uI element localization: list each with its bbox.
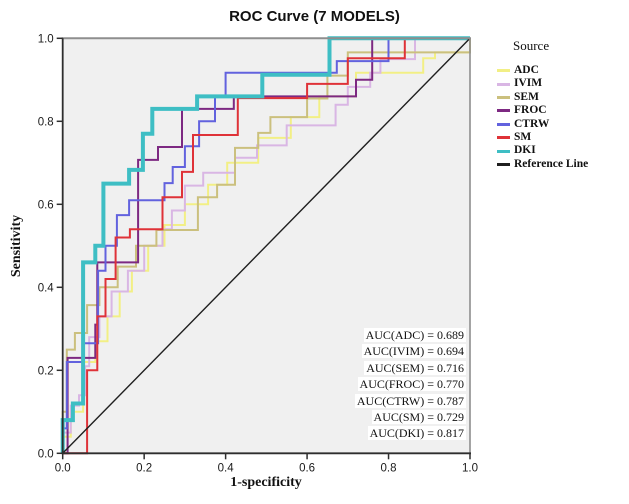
legend-item-sem: SEM [497, 91, 627, 104]
legend-label-ivim: IVIM [514, 77, 543, 90]
legend-item-froc: FROC [497, 104, 627, 117]
y-tick-label: 0.8 [38, 116, 54, 128]
legend-label-sm: SM [514, 130, 532, 143]
auc-annotations: AUC(ADC) = 0.689 AUC(IVIM) = 0.694 AUC(S… [316, 327, 466, 442]
legend-label-adc: ADC [514, 64, 539, 76]
legend-label-froc: FROC [514, 104, 547, 117]
y-tick-label: 0.4 [38, 282, 55, 294]
roc-curve-froc [62, 37, 470, 455]
legend: Source ADC IVIM SEM FROC CTRW SM DKI [497, 38, 627, 171]
auc-value-dki: AUC(DKI) = 0.817 [367, 426, 466, 441]
x-axis-title: 1-specificity [230, 475, 302, 490]
y-tick-label: 0.6 [38, 199, 54, 211]
y-axis-title: Sensitivity [9, 214, 24, 278]
legend-label-ctrw: CTRW [514, 117, 550, 130]
auc-value-adc: AUC(ADC) = 0.689 [363, 328, 466, 342]
legend-item-sm: SM [497, 131, 627, 144]
legend-swatch-adc [497, 69, 510, 73]
y-tick-label: 0.0 [38, 448, 54, 460]
roc-curve-sm [62, 37, 470, 455]
y-tick-label: 1.0 [38, 33, 54, 45]
legend-swatch-reference-line [497, 162, 510, 166]
reference-line [62, 37, 471, 454]
legend-swatch-dki [497, 149, 510, 153]
legend-label-sem: SEM [514, 90, 539, 103]
legend-item-reference-line: Reference Line [497, 158, 627, 171]
legend-swatch-sm [497, 136, 510, 140]
auc-value-sm: AUC(SM) = 0.729 [371, 410, 466, 425]
legend-label-dki: DKI [514, 144, 536, 157]
auc-value-froc: AUC(FROC) = 0.770 [357, 377, 466, 392]
legend-label-reference-line: Reference Line [514, 157, 589, 170]
x-tick-label: 1.0 [462, 462, 478, 474]
x-tick-label: 0.8 [381, 462, 397, 474]
x-tick-label: 0.2 [136, 462, 152, 474]
x-tick-label: 0.0 [55, 462, 71, 474]
roc-curve-sem [61, 38, 471, 454]
legend-item-ctrw: CTRW [497, 118, 627, 131]
legend-title: Source [513, 38, 550, 53]
legend-item-adc: ADC [497, 64, 627, 77]
x-tick-label: 0.4 [218, 462, 235, 474]
legend-swatch-ctrw [497, 122, 510, 126]
legend-swatch-sem [497, 95, 510, 99]
legend-swatch-ivim [497, 82, 510, 86]
y-tick-label: 0.2 [38, 365, 54, 377]
chart-title: ROC Curve (7 MODELS) [229, 8, 400, 25]
legend-item-ivim: IVIM [497, 77, 627, 90]
auc-value-ivim: AUC(IVIM) = 0.694 [361, 344, 466, 359]
legend-swatch-froc [497, 109, 510, 113]
x-tick-label: 0.6 [299, 462, 315, 474]
roc-curve-dki [60, 36, 470, 454]
legend-item-dki: DKI [497, 144, 627, 157]
auc-value-sem: AUC(SEM) = 0.716 [364, 360, 466, 375]
auc-value-ctrw: AUC(CTRW) = 0.787 [354, 393, 466, 408]
